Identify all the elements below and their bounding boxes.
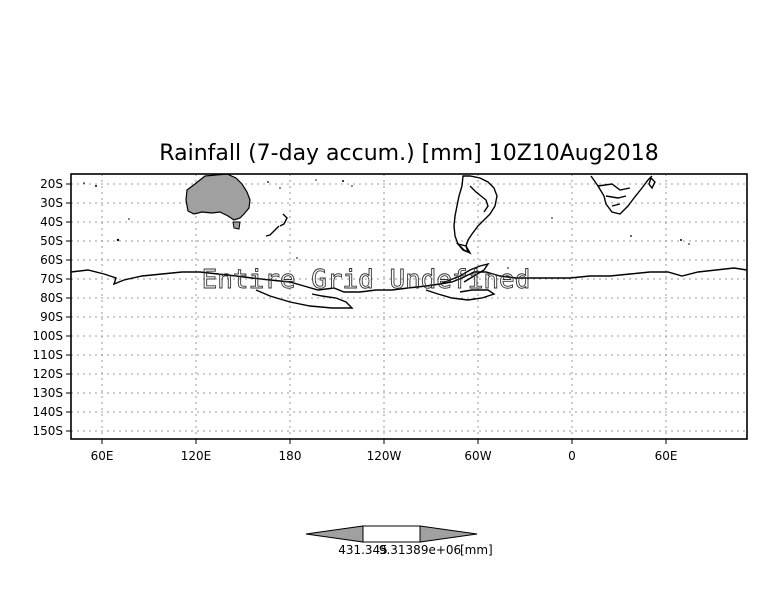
undefined-grid-message: Entire Grid Undefined — [202, 265, 531, 295]
lat-label: 150S — [32, 424, 63, 438]
tasmania-landmass — [232, 221, 241, 230]
lat-label: 110S — [32, 348, 63, 362]
tierra-del-fuego — [455, 242, 472, 255]
lat-label: 30S — [40, 196, 63, 210]
colorbar-center-box — [362, 525, 421, 543]
lat-label: 50S — [40, 234, 63, 248]
lon-gridlines — [101, 174, 667, 439]
map-frame — [70, 173, 748, 440]
south-america-coast — [453, 175, 498, 254]
lat-label: 130S — [32, 386, 63, 400]
weddell-sea-shelf — [425, 289, 496, 301]
lat-gridlines — [71, 183, 747, 432]
ross-ice-shelf — [255, 289, 354, 309]
lon-axis: 60E 120E 180 120W 60W 0 60E — [91, 439, 678, 463]
antarctica-coast — [70, 267, 748, 293]
lon-label: 120W — [367, 449, 402, 463]
lon-label: 120E — [181, 449, 212, 463]
lat-label: 80S — [40, 291, 63, 305]
map-plot-area — [70, 173, 748, 440]
lon-label: 60E — [655, 449, 678, 463]
lon-label: 60E — [91, 449, 114, 463]
south-america-coast-detail — [469, 185, 489, 213]
southern-africa-borders — [597, 183, 631, 207]
colorbar-mid-value: 9.31389e+06 — [379, 543, 461, 557]
antarctic-peninsula — [439, 262, 490, 285]
colorbar-right-arrow — [419, 525, 478, 543]
lon-label: 180 — [279, 449, 302, 463]
colorbar-left-value: 431.345 — [338, 543, 388, 557]
colorbar: 431.345 9.31389e+06 [mm] — [305, 525, 493, 557]
lat-label: 120S — [32, 367, 63, 381]
lat-label: 90S — [40, 310, 63, 324]
madagascar — [648, 176, 656, 190]
lat-label: 60S — [40, 253, 63, 267]
lat-label: 20S — [40, 177, 63, 191]
lat-label: 140S — [32, 405, 63, 419]
southern-africa-coast — [590, 175, 653, 215]
colorbar-unit: [mm] — [460, 543, 493, 557]
lat-label: 100S — [32, 329, 63, 343]
lat-label: 70S — [40, 272, 63, 286]
new-zealand-coast — [265, 213, 288, 237]
small-islands — [83, 179, 690, 269]
lat-axis: 20S 30S 40S 50S 60S 70S 80S 90S 100S 110… — [32, 177, 71, 438]
map-title: Rainfall (7-day accum.) [mm] 10Z10Aug201… — [159, 141, 658, 166]
lon-label: 0 — [568, 449, 576, 463]
lon-label: 60W — [464, 449, 491, 463]
colorbar-left-arrow — [305, 525, 364, 543]
lat-label: 40S — [40, 215, 63, 229]
